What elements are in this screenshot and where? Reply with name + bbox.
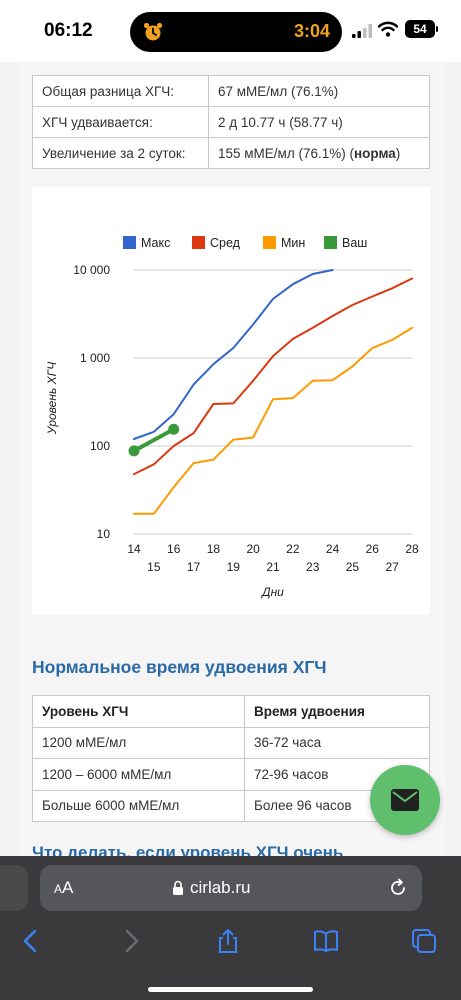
x-tick-label: 28 bbox=[405, 542, 419, 556]
next-section-heading[interactable]: Что делать, если уровень ХГЧ очень bbox=[32, 843, 344, 856]
x-tick-label: 20 bbox=[246, 542, 260, 556]
table-cell: 1200 мМЕ/мл bbox=[32, 726, 245, 759]
row-label: Увеличение за 2 суток: bbox=[32, 137, 209, 169]
x-tick-label: 14 bbox=[127, 542, 141, 556]
x-tick-label: 23 bbox=[306, 560, 320, 574]
y-axis-title: Уровень ХГЧ bbox=[45, 361, 59, 435]
y-tick-label: 10 bbox=[97, 527, 111, 541]
data-point bbox=[128, 445, 140, 457]
legend-label: Сред bbox=[210, 236, 241, 250]
table-cell: 36-72 часа bbox=[244, 726, 430, 759]
x-tick-label: 19 bbox=[227, 560, 241, 574]
legend-swatch bbox=[192, 236, 205, 249]
hcg-chart-svg: 10 100 1 000 10 000 14 16 18 20 22 24 26 28 15 17 19 21… bbox=[45, 236, 419, 599]
timer-text: 3:04 bbox=[293, 21, 330, 41]
legend-swatch bbox=[263, 236, 276, 249]
section-title: Нормальное время удвоения ХГЧ bbox=[32, 657, 327, 677]
status-time: 06:12 bbox=[44, 20, 93, 41]
x-tick-label: 27 bbox=[385, 560, 399, 574]
x-tick-label: 26 bbox=[366, 542, 380, 556]
row-value: 67 мМЕ/мл (76.1%) bbox=[208, 75, 430, 107]
battery-icon: 54 bbox=[405, 20, 438, 38]
table-row: ХГЧ удваивается: 2 д 10.77 ч (58.77 ч) bbox=[32, 106, 430, 138]
data-point bbox=[168, 423, 180, 435]
envelope-icon bbox=[391, 789, 419, 811]
contact-button[interactable] bbox=[370, 765, 440, 835]
value-text: 155 мМЕ/мл (76.1%) ( bbox=[218, 145, 354, 161]
doubling-time-table: Уровень ХГЧ Время удвоения 1200 мМЕ/мл 3… bbox=[32, 695, 430, 822]
series-line bbox=[133, 277, 413, 476]
row-label: ХГЧ удваивается: bbox=[32, 106, 209, 138]
reader-settings-button[interactable]: AA bbox=[54, 878, 74, 897]
alarm-clock-icon bbox=[143, 22, 163, 41]
table-header-row: Уровень ХГЧ Время удвоения bbox=[32, 695, 430, 728]
legend-swatch bbox=[324, 236, 337, 249]
cellular-signal-icon bbox=[352, 24, 372, 38]
table-row: 1200 мМЕ/мл 36-72 часа bbox=[32, 726, 430, 759]
x-tick-label: 15 bbox=[147, 560, 161, 574]
share-icon[interactable] bbox=[215, 928, 241, 954]
back-icon[interactable] bbox=[18, 928, 44, 954]
x-tick-label: 16 bbox=[167, 542, 181, 556]
x-tick-label: 17 bbox=[187, 560, 201, 574]
browser-toolbar: AA cirlab.ru bbox=[0, 856, 461, 1000]
home-indicator bbox=[148, 987, 313, 992]
x-tick-label: 25 bbox=[346, 560, 360, 574]
x-tick-label: 24 bbox=[326, 542, 340, 556]
table-row: Увеличение за 2 суток: 155 мМЕ/мл (76.1%… bbox=[32, 137, 430, 169]
url-text: cirlab.ru bbox=[190, 878, 251, 897]
table-row: 1200 – 6000 мМЕ/мл 72-96 часов bbox=[32, 758, 430, 791]
x-axis-title: Дни bbox=[260, 585, 284, 599]
y-tick-label: 1 000 bbox=[80, 351, 110, 365]
page-content: Общая разница ХГЧ: 67 мМЕ/мл (76.1%) ХГЧ… bbox=[18, 62, 446, 856]
column-header: Время удвоения bbox=[244, 695, 430, 728]
legend-label: Мин bbox=[281, 236, 305, 250]
lock-icon bbox=[173, 880, 183, 895]
forward-icon[interactable] bbox=[118, 928, 144, 954]
x-tick-label: 21 bbox=[266, 560, 280, 574]
y-tick-label: 10 000 bbox=[73, 263, 110, 277]
legend-label: Ваш bbox=[342, 236, 367, 250]
value-suffix: ) bbox=[395, 145, 401, 161]
series-line bbox=[132, 427, 176, 453]
legend-label: Макс bbox=[141, 236, 170, 250]
dynamic-island[interactable]: 3:04 bbox=[130, 12, 342, 52]
address-bar[interactable]: AA cirlab.ru bbox=[40, 865, 422, 911]
wifi-icon bbox=[378, 21, 398, 37]
previous-tab-preview[interactable] bbox=[0, 865, 28, 911]
series-line bbox=[133, 269, 334, 440]
status-bar: 06:12 3:04 54 bbox=[0, 0, 461, 62]
y-tick-label: 100 bbox=[90, 439, 110, 453]
x-tick-label: 18 bbox=[207, 542, 221, 556]
hcg-result-table: Общая разница ХГЧ: 67 мМЕ/мл (76.1%) ХГЧ… bbox=[32, 75, 430, 169]
table-row: Общая разница ХГЧ: 67 мМЕ/мл (76.1%) bbox=[32, 75, 430, 107]
series-line bbox=[133, 326, 413, 515]
hcg-chart: 10 100 1 000 10 000 14 16 18 20 22 24 26 28 15 17 19 21… bbox=[32, 187, 430, 615]
table-cell: 1200 – 6000 мМЕ/мл bbox=[32, 758, 245, 791]
bookmarks-icon[interactable] bbox=[313, 928, 339, 954]
x-tick-label: 22 bbox=[286, 542, 300, 556]
row-value: 2 д 10.77 ч (58.77 ч) bbox=[208, 106, 430, 138]
column-header: Уровень ХГЧ bbox=[32, 695, 245, 728]
legend-swatch bbox=[123, 236, 136, 249]
tabs-icon[interactable] bbox=[411, 928, 437, 954]
table-cell: Больше 6000 мМЕ/мл bbox=[32, 789, 245, 822]
norm-badge: норма bbox=[353, 145, 396, 161]
reload-icon[interactable] bbox=[388, 878, 408, 898]
row-value: 155 мМЕ/мл (76.1%) (норма) bbox=[208, 137, 430, 169]
row-label: Общая разница ХГЧ: bbox=[32, 75, 209, 107]
